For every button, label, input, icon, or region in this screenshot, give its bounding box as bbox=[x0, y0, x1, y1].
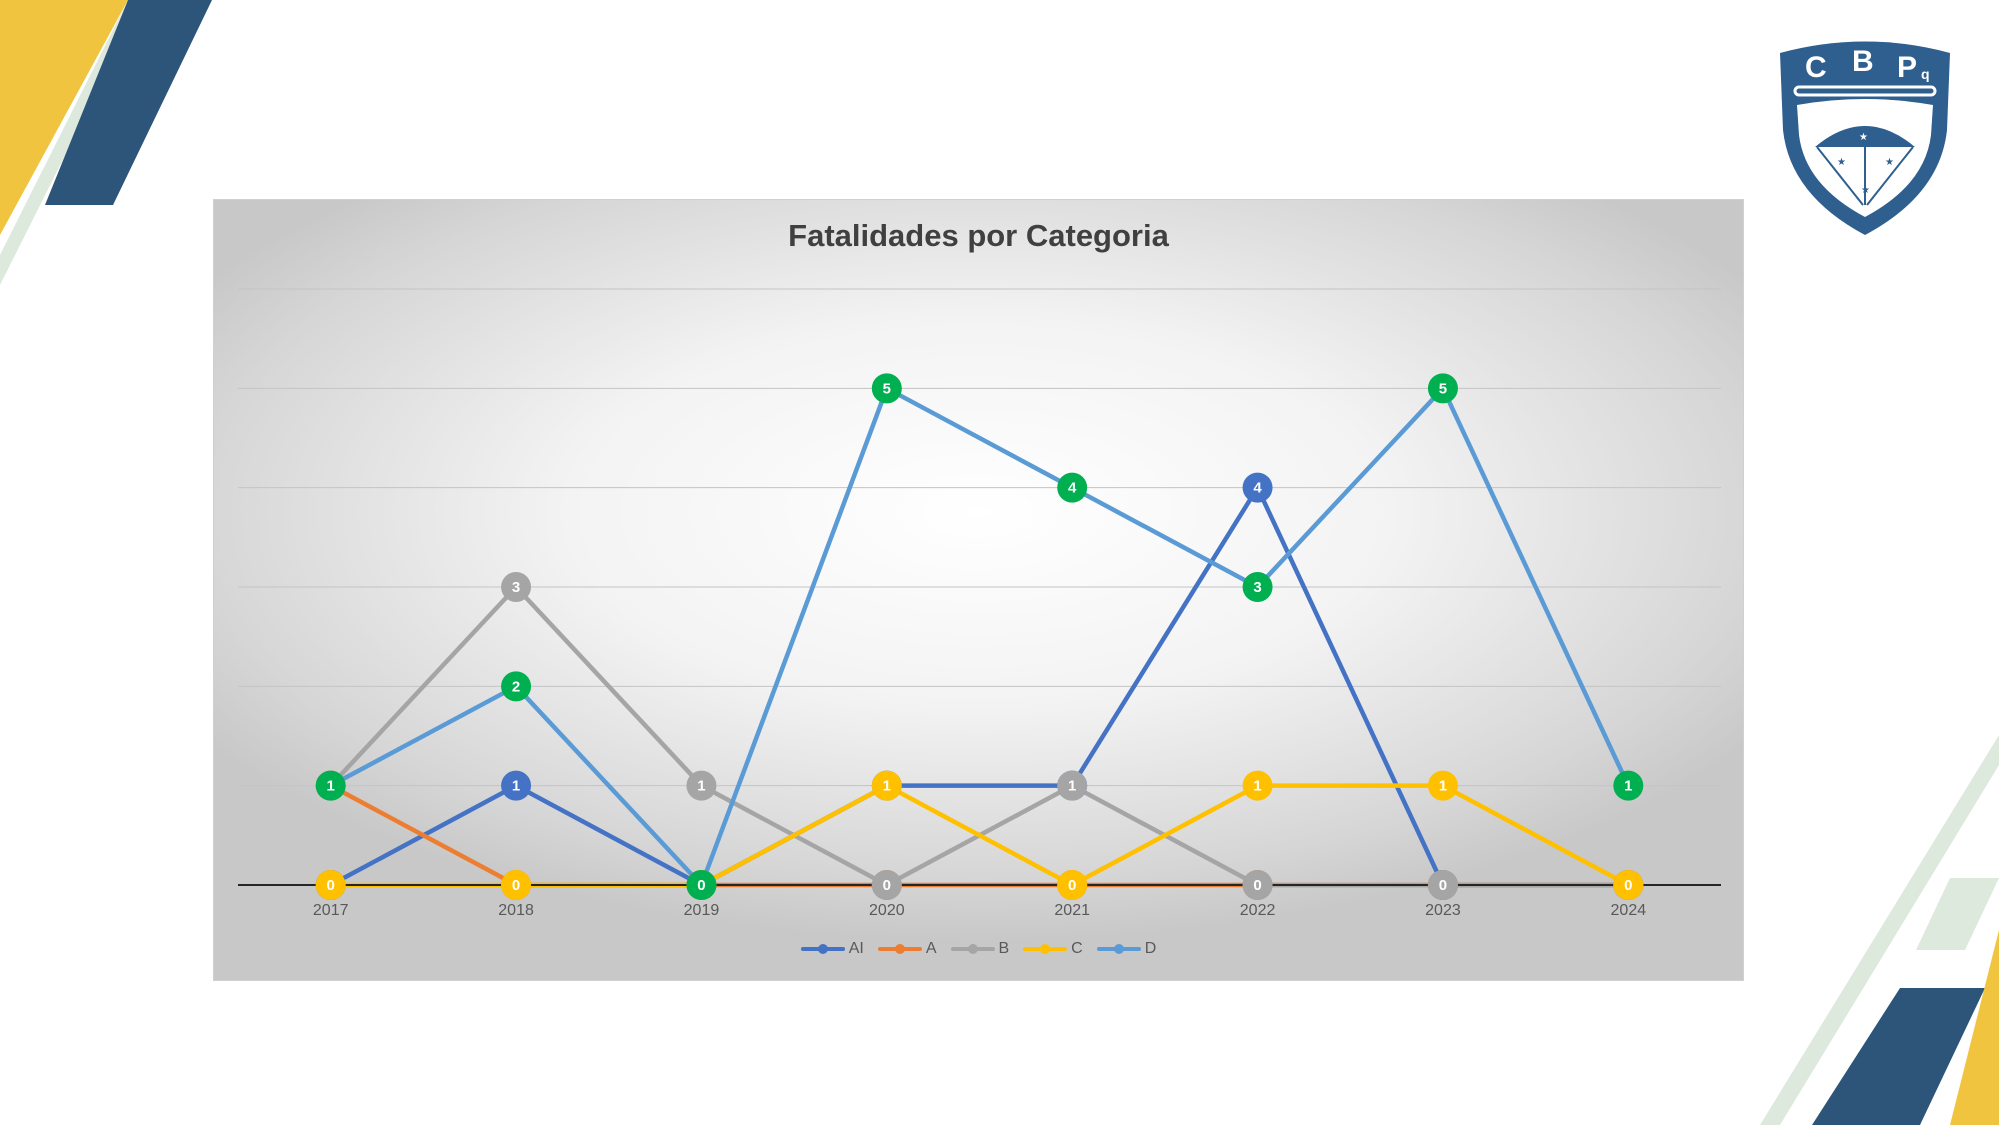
data-label: 0 bbox=[1068, 877, 1076, 894]
svg-text:B: B bbox=[1852, 45, 1874, 78]
data-marker-d bbox=[1427, 373, 1458, 404]
data-marker-d bbox=[1057, 472, 1088, 503]
bottom-right-yellow-stripe bbox=[1950, 930, 1999, 1125]
data-marker-c bbox=[1057, 870, 1088, 900]
data-marker-d bbox=[501, 671, 532, 702]
data-marker-d bbox=[686, 870, 717, 900]
data-label: 1 bbox=[1253, 778, 1261, 795]
legend-item-ai: AI bbox=[800, 940, 864, 958]
data-label: 1 bbox=[697, 778, 705, 795]
data-marker-d bbox=[871, 373, 902, 404]
legend-label: A bbox=[925, 940, 937, 957]
data-label: 1 bbox=[327, 778, 335, 795]
top-left-yellow-stripe bbox=[0, 0, 128, 235]
data-marker-c bbox=[1613, 870, 1644, 900]
data-marker-ai bbox=[501, 770, 532, 801]
legend-swatch bbox=[1096, 944, 1141, 954]
bottom-right-pale-block bbox=[1916, 878, 1999, 950]
data-label: 4 bbox=[1068, 480, 1077, 497]
data-label: 2 bbox=[512, 678, 520, 695]
x-tick-label: 2024 bbox=[1611, 902, 1647, 919]
data-marker-b bbox=[1057, 770, 1088, 801]
data-label: 1 bbox=[883, 778, 891, 795]
data-marker-d bbox=[1613, 770, 1644, 801]
data-marker-c bbox=[871, 770, 902, 801]
data-marker-b bbox=[871, 870, 902, 900]
data-label: 5 bbox=[1439, 380, 1447, 397]
bottom-right-pale-stripe bbox=[1760, 735, 1999, 1125]
data-label: 0 bbox=[327, 877, 335, 894]
bottom-right-navy-stripe bbox=[1812, 988, 1985, 1125]
svg-text:q: q bbox=[1921, 66, 1930, 82]
legend-item-b: B bbox=[950, 940, 1010, 958]
data-marker-b bbox=[1427, 870, 1458, 900]
svg-text:P: P bbox=[1897, 51, 1917, 84]
svg-text:★: ★ bbox=[1837, 157, 1846, 168]
legend-label: C bbox=[1071, 940, 1083, 957]
data-marker-c bbox=[1427, 770, 1458, 801]
legend-swatch bbox=[800, 944, 845, 954]
legend-item-a: A bbox=[877, 940, 937, 958]
data-label: 3 bbox=[1253, 579, 1261, 596]
series-line-d bbox=[329, 386, 1631, 888]
x-tick-label: 2018 bbox=[498, 902, 534, 919]
data-marker-c bbox=[501, 870, 532, 900]
series-line-ai bbox=[329, 485, 1629, 888]
chart-legend: AI A B C D bbox=[214, 940, 1743, 958]
data-marker-ai bbox=[1242, 472, 1273, 503]
data-marker-b bbox=[1242, 870, 1273, 900]
data-label: 3 bbox=[512, 579, 520, 596]
chart-title: Fatalidades por Categoria bbox=[788, 218, 1169, 253]
data-marker-b bbox=[686, 770, 717, 801]
legend-swatch bbox=[877, 944, 922, 954]
chart-panel: Fatalidades por Categoria 01011400100000… bbox=[213, 199, 1744, 981]
data-label: 0 bbox=[1253, 877, 1261, 894]
legend-item-c: C bbox=[1023, 940, 1083, 958]
series-line-b bbox=[329, 584, 1629, 888]
x-tick-label: 2017 bbox=[313, 902, 349, 919]
top-left-navy-stripe bbox=[45, 0, 212, 205]
data-marker-d bbox=[315, 770, 346, 801]
data-label: 1 bbox=[1439, 778, 1447, 795]
data-label: 0 bbox=[883, 877, 891, 894]
data-label: 0 bbox=[512, 877, 520, 894]
legend-swatch bbox=[1023, 944, 1068, 954]
x-tick-label: 2020 bbox=[869, 902, 905, 919]
data-label: 5 bbox=[883, 380, 891, 397]
cbpq-logo: C B P q ★ ★ ★ ★ bbox=[1780, 41, 1950, 235]
legend-label: D bbox=[1144, 940, 1157, 957]
data-label: 0 bbox=[1624, 877, 1632, 894]
x-tick-label: 2022 bbox=[1240, 902, 1276, 919]
data-marker-d bbox=[1242, 572, 1273, 602]
data-marker-c bbox=[1242, 770, 1273, 801]
data-label: 4 bbox=[1253, 480, 1262, 497]
svg-text:★: ★ bbox=[1885, 157, 1894, 168]
svg-text:★: ★ bbox=[1859, 132, 1868, 143]
data-label: 0 bbox=[1439, 877, 1447, 894]
svg-text:★: ★ bbox=[1861, 185, 1870, 196]
legend-item-d: D bbox=[1096, 940, 1157, 958]
data-label: 1 bbox=[1624, 778, 1632, 795]
x-tick-label: 2019 bbox=[684, 902, 720, 919]
line-chart: 0101140010000000131010000001011012054351… bbox=[238, 288, 1721, 919]
data-marker-c bbox=[315, 870, 346, 900]
legend-swatch bbox=[950, 944, 995, 954]
data-label: 1 bbox=[512, 778, 520, 795]
svg-text:C: C bbox=[1805, 51, 1827, 84]
data-marker-b bbox=[501, 572, 532, 602]
x-tick-label: 2021 bbox=[1054, 902, 1090, 919]
legend-label: B bbox=[998, 940, 1010, 957]
x-tick-label: 2023 bbox=[1425, 902, 1461, 919]
data-label: 0 bbox=[697, 877, 705, 894]
data-label: 1 bbox=[1068, 778, 1076, 795]
legend-label: AI bbox=[848, 940, 864, 957]
